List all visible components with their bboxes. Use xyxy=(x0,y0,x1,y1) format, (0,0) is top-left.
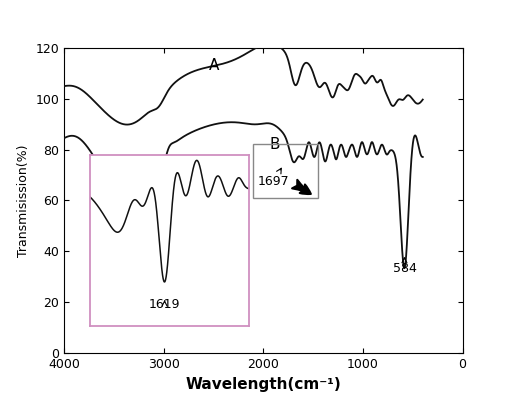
Text: 584: 584 xyxy=(393,258,416,275)
Text: 1697: 1697 xyxy=(258,168,289,188)
Text: 1619: 1619 xyxy=(149,299,180,312)
Text: A: A xyxy=(209,58,219,73)
Bar xyxy=(253,145,318,198)
Text: 3027: 3027 xyxy=(138,188,170,201)
Y-axis label: Transmisission(%): Transmisission(%) xyxy=(17,144,30,257)
Text: B: B xyxy=(269,137,280,152)
X-axis label: Wavelength(cm⁻¹): Wavelength(cm⁻¹) xyxy=(186,377,341,392)
